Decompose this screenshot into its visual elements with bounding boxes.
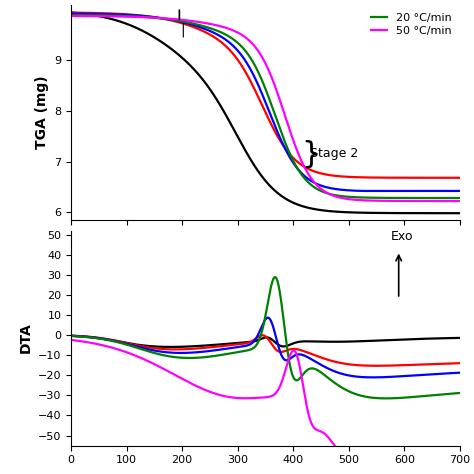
Text: Stage 2: Stage 2 (310, 147, 358, 161)
Text: Exo: Exo (391, 229, 413, 243)
Text: |: | (180, 22, 184, 37)
Y-axis label: DTA: DTA (18, 323, 32, 354)
Legend: 20 °C/min, 50 °C/min: 20 °C/min, 50 °C/min (368, 10, 454, 38)
Text: }: } (301, 139, 321, 168)
Y-axis label: TGA (mg): TGA (mg) (35, 75, 49, 149)
